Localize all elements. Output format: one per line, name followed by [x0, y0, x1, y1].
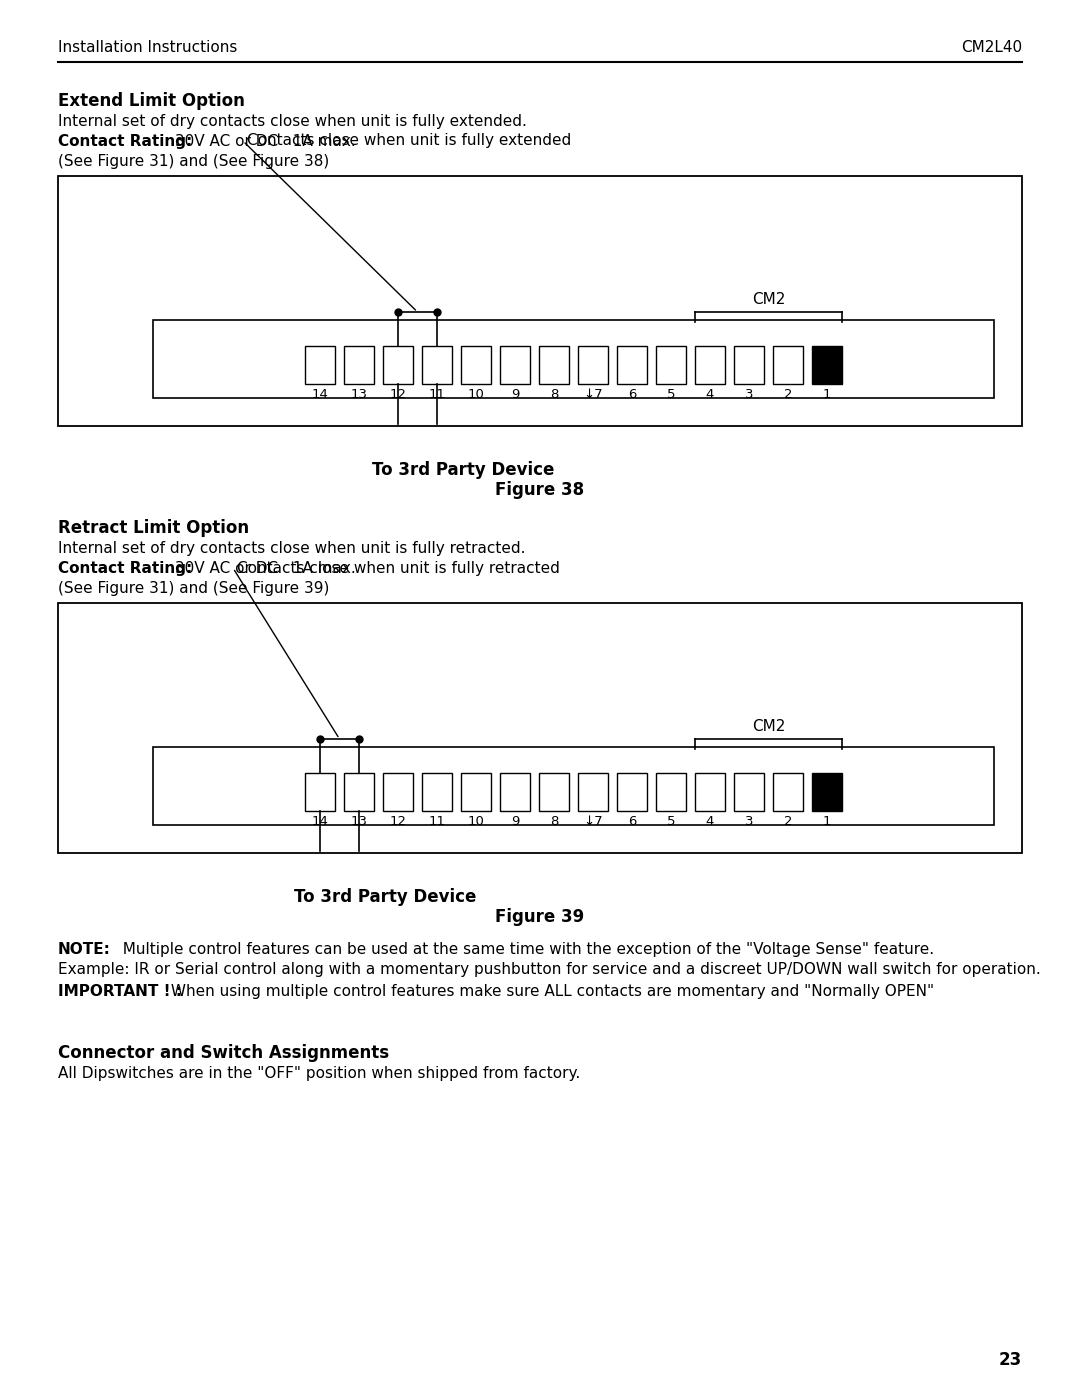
Text: When using multiple control features make sure ALL contacts are momentary and "N: When using multiple control features mak… [166, 983, 934, 999]
Text: 4: 4 [706, 388, 714, 401]
Text: (See Figure 31) and (See Figure 39): (See Figure 31) and (See Figure 39) [58, 581, 329, 597]
Bar [812, 346, 842, 384]
Text: 2: 2 [784, 814, 793, 828]
Text: Connector and Switch Assignments: Connector and Switch Assignments [58, 1044, 389, 1062]
Text: Extend Limit Option: Extend Limit Option [58, 92, 245, 110]
Bar [617, 773, 647, 812]
Text: IMPORTANT ! :: IMPORTANT ! : [58, 983, 183, 999]
Text: 11: 11 [429, 388, 446, 401]
Text: Contact Rating:: Contact Rating: [58, 562, 192, 576]
Text: 2: 2 [784, 388, 793, 401]
Text: All Dipswitches are in the "OFF" position when shipped from factory.: All Dipswitches are in the "OFF" positio… [58, 1066, 580, 1081]
Text: CM2L40: CM2L40 [961, 41, 1022, 56]
Text: To 3rd Party Device: To 3rd Party Device [294, 888, 476, 907]
Text: Internal set of dry contacts close when unit is fully extended.: Internal set of dry contacts close when … [58, 115, 527, 129]
Text: Example: IR or Serial control along with a momentary pushbutton for service and : Example: IR or Serial control along with… [58, 963, 1041, 977]
Bar [461, 773, 491, 812]
Bar [696, 773, 725, 812]
Text: CM2: CM2 [752, 719, 785, 733]
Bar [578, 346, 608, 384]
Text: 10: 10 [468, 388, 485, 401]
Bar [617, 346, 647, 384]
Bar [773, 773, 804, 812]
Text: Internal set of dry contacts close when unit is fully retracted.: Internal set of dry contacts close when … [58, 541, 526, 556]
Text: 13: 13 [351, 388, 367, 401]
Text: CM2: CM2 [752, 292, 785, 307]
Bar [153, 320, 994, 398]
Text: 6: 6 [627, 388, 636, 401]
Bar [734, 773, 764, 812]
Text: 13: 13 [351, 814, 367, 828]
Text: 3: 3 [745, 814, 753, 828]
Text: 30V AC or DC   1A max.: 30V AC or DC 1A max. [170, 562, 355, 576]
Text: 5: 5 [666, 814, 675, 828]
Text: ↓7: ↓7 [583, 814, 603, 828]
Bar [461, 346, 491, 384]
Bar [305, 346, 335, 384]
Text: Contacts close when unit is fully retracted: Contacts close when unit is fully retrac… [237, 560, 559, 576]
Text: 5: 5 [666, 388, 675, 401]
Bar [500, 346, 530, 384]
Bar [345, 773, 374, 812]
Bar [539, 346, 569, 384]
Bar [422, 346, 453, 384]
Text: 11: 11 [429, 814, 446, 828]
Bar [734, 346, 764, 384]
Text: 14: 14 [311, 814, 328, 828]
Text: Contact Rating:: Contact Rating: [58, 134, 192, 149]
Text: 8: 8 [550, 388, 558, 401]
Text: Multiple control features can be used at the same time with the exception of the: Multiple control features can be used at… [113, 942, 934, 957]
Bar [696, 346, 725, 384]
Text: To 3rd Party Device: To 3rd Party Device [372, 461, 554, 479]
Text: 23: 23 [999, 1351, 1022, 1369]
Bar [812, 773, 842, 812]
Text: 12: 12 [390, 814, 406, 828]
Text: 3: 3 [745, 388, 753, 401]
Text: Installation Instructions: Installation Instructions [58, 41, 238, 56]
Bar [656, 346, 686, 384]
Text: 10: 10 [468, 814, 485, 828]
Bar [305, 773, 335, 812]
Text: ↓7: ↓7 [583, 388, 603, 401]
Bar [578, 773, 608, 812]
Text: 1: 1 [823, 388, 832, 401]
Text: (See Figure 31) and (See Figure 38): (See Figure 31) and (See Figure 38) [58, 154, 329, 169]
Bar [58, 176, 1022, 426]
Bar [539, 773, 569, 812]
Bar [383, 773, 413, 812]
Bar [58, 604, 1022, 854]
Bar [153, 747, 994, 826]
Text: Contacts close when unit is fully extended: Contacts close when unit is fully extend… [247, 134, 571, 148]
Bar [656, 773, 686, 812]
Text: NOTE:: NOTE: [58, 942, 111, 957]
Text: Figure 38: Figure 38 [496, 481, 584, 499]
Bar [422, 773, 453, 812]
Text: 9: 9 [511, 388, 519, 401]
Text: Figure 39: Figure 39 [496, 908, 584, 926]
Text: 6: 6 [627, 814, 636, 828]
Bar [345, 346, 374, 384]
Text: 12: 12 [390, 388, 406, 401]
Text: Retract Limit Option: Retract Limit Option [58, 520, 249, 536]
Bar [773, 346, 804, 384]
Text: 8: 8 [550, 814, 558, 828]
Text: 30V AC or DC   1A max.: 30V AC or DC 1A max. [170, 134, 355, 149]
Text: 4: 4 [706, 814, 714, 828]
Text: 14: 14 [311, 388, 328, 401]
Text: 1: 1 [823, 814, 832, 828]
Bar [383, 346, 413, 384]
Bar [500, 773, 530, 812]
Text: 9: 9 [511, 814, 519, 828]
